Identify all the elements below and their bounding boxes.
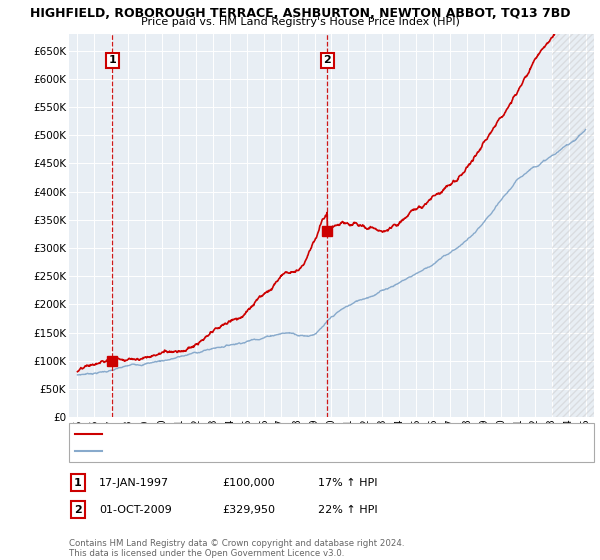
Text: 2: 2	[74, 505, 82, 515]
Text: 01-OCT-2009: 01-OCT-2009	[99, 505, 172, 515]
Text: HIGHFIELD, ROBOROUGH TERRACE, ASHBURTON, NEWTON ABBOT, TQ13 7BD: HIGHFIELD, ROBOROUGH TERRACE, ASHBURTON,…	[30, 7, 570, 20]
Text: 1: 1	[74, 478, 82, 488]
Text: 17-JAN-1997: 17-JAN-1997	[99, 478, 169, 488]
Text: Contains HM Land Registry data © Crown copyright and database right 2024.
This d: Contains HM Land Registry data © Crown c…	[69, 539, 404, 558]
Text: HPI: Average price, detached house, Teignbridge: HPI: Average price, detached house, Teig…	[107, 446, 349, 456]
Text: HIGHFIELD, ROBOROUGH TERRACE, ASHBURTON, NEWTON ABBOT, TQ13 7BD (detache…: HIGHFIELD, ROBOROUGH TERRACE, ASHBURTON,…	[107, 429, 553, 439]
Text: 22% ↑ HPI: 22% ↑ HPI	[318, 505, 377, 515]
Text: Price paid vs. HM Land Registry's House Price Index (HPI): Price paid vs. HM Land Registry's House …	[140, 17, 460, 27]
Text: £100,000: £100,000	[222, 478, 275, 488]
Text: £329,950: £329,950	[222, 505, 275, 515]
Text: 17% ↑ HPI: 17% ↑ HPI	[318, 478, 377, 488]
Text: 2: 2	[323, 55, 331, 66]
Text: 1: 1	[109, 55, 116, 66]
